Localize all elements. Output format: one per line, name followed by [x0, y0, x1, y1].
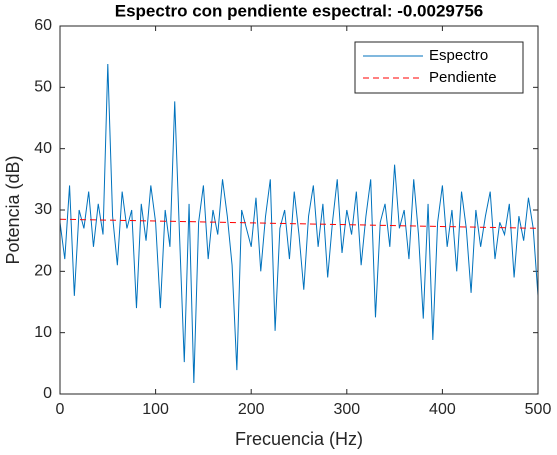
legend-box [354, 41, 524, 94]
y-tick-label: 50 [34, 79, 52, 96]
x-tick-label: 100 [142, 401, 169, 418]
x-tick-label: 400 [429, 401, 456, 418]
x-tick-label: 500 [525, 401, 552, 418]
axes-box [59, 25, 539, 395]
x-tick-label: 300 [333, 401, 360, 418]
legend-label: Pendiente [429, 69, 497, 86]
y-tick-label: 20 [34, 263, 52, 280]
y-tick-label: 0 [43, 385, 52, 402]
y-tick-label: 10 [34, 324, 52, 341]
x-axis-label: Frecuencia (Hz) [235, 429, 363, 449]
chart-title: Espectro con pendiente espectral: -0.002… [115, 1, 484, 20]
y-tick-label: 30 [34, 201, 52, 218]
legend-label: Espectro [429, 47, 488, 64]
y-tick-label: 40 [34, 140, 52, 157]
y-tick-label: 60 [34, 17, 52, 34]
y-axis-label: Potencia (dB) [3, 155, 23, 264]
x-tick-label: 200 [238, 401, 265, 418]
series-line [59, 64, 539, 383]
x-tick-label: 0 [56, 401, 65, 418]
